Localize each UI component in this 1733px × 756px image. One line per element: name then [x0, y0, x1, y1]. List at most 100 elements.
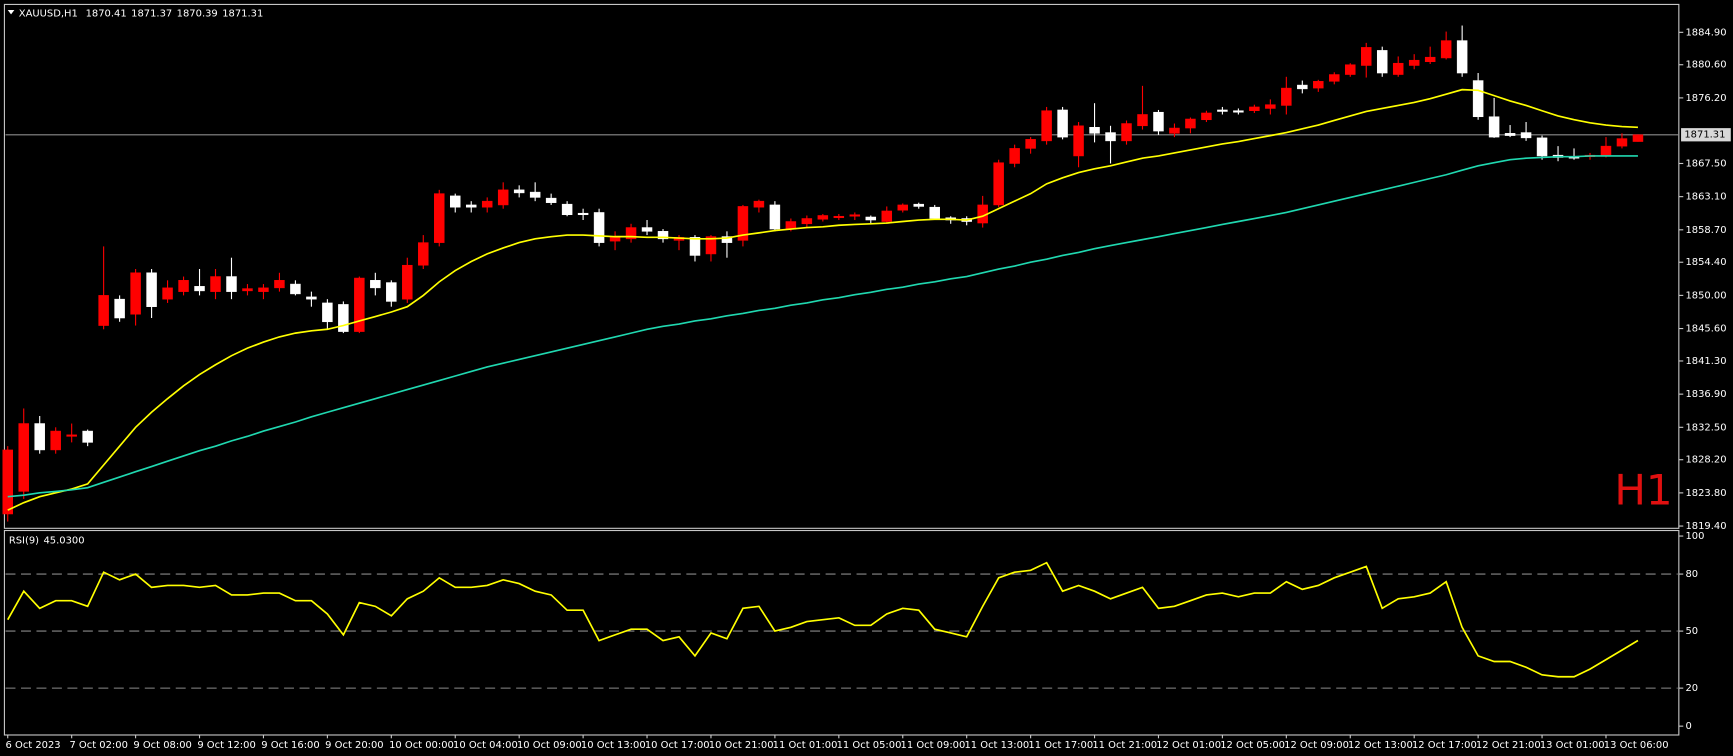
- y-tick-label: 1876.20: [1685, 93, 1726, 104]
- x-tick-label: 11 Oct 21:00: [1092, 740, 1157, 751]
- candle-body: [210, 276, 221, 292]
- candle-body: [929, 206, 940, 219]
- y-tick-label: 1823.80: [1685, 488, 1726, 499]
- candle-body: [1201, 112, 1212, 121]
- x-tick-label: 6 Oct 2023: [6, 740, 61, 751]
- y-tick-label: 1884.90: [1685, 27, 1726, 38]
- y-tick-label: 1880.60: [1685, 60, 1726, 71]
- candle-body: [625, 227, 637, 240]
- x-tick-label: 13 Oct 06:00: [1604, 740, 1669, 751]
- y-tick-label: 1832.50: [1685, 422, 1726, 433]
- candle-body: [1105, 132, 1116, 142]
- candle-body: [801, 218, 813, 225]
- candle-body: [689, 237, 701, 256]
- candle-body: [449, 195, 461, 208]
- candle-body: [1297, 84, 1308, 90]
- candle-body: [274, 280, 285, 289]
- rsi-tick-label: 100: [1685, 531, 1704, 542]
- rsi-tick-label: 50: [1685, 626, 1698, 637]
- candle-body: [1392, 62, 1404, 75]
- candle-body: [242, 288, 253, 292]
- x-tick-label: 10 Oct 21:00: [709, 740, 774, 751]
- candle-body: [1632, 134, 1644, 142]
- x-tick-label: 12 Oct 13:00: [1348, 740, 1413, 751]
- candle-body: [1169, 127, 1180, 134]
- x-tick-label: 11 Oct 09:00: [901, 740, 966, 751]
- moving-average: [7, 88, 1638, 511]
- x-tick-label: 10 Oct 09:00: [517, 740, 582, 751]
- x-tick-label: 9 Oct 08:00: [133, 740, 191, 751]
- candle-body: [1281, 87, 1292, 106]
- candle-body: [1249, 106, 1260, 111]
- candle-body: [1424, 56, 1436, 62]
- candle-body: [418, 242, 429, 266]
- candle-body: [1408, 59, 1420, 66]
- candle-body: [1536, 137, 1548, 157]
- y-tick-label: 1863.10: [1685, 192, 1726, 203]
- candle-body: [1488, 116, 1500, 138]
- candle-body: [993, 162, 1004, 206]
- rsi-tick-label: 80: [1685, 569, 1698, 580]
- last-open: 1870.41: [86, 8, 127, 19]
- candle-body: [721, 236, 733, 243]
- candle-body: [370, 280, 381, 289]
- candle-body: [386, 282, 397, 302]
- price-pane: [3, 3, 1680, 529]
- candle-body: [913, 203, 924, 207]
- candle-body: [513, 189, 525, 194]
- x-tick-label: 11 Oct 17:00: [1028, 740, 1093, 751]
- rsi-header: RSI(9) 45.0300: [9, 535, 85, 546]
- candle-body: [1057, 109, 1068, 138]
- candle-body: [1041, 110, 1052, 142]
- candle-body: [1456, 40, 1468, 74]
- last-close: 1871.31: [222, 8, 263, 19]
- candle-body: [1185, 118, 1196, 129]
- x-tick-label: 10 Oct 00:00: [389, 740, 454, 751]
- candle-body: [769, 204, 781, 230]
- x-tick-label: 7 Oct 02:00: [69, 740, 127, 751]
- y-tick-label: 1867.50: [1685, 158, 1726, 169]
- x-tick-label: 12 Oct 21:00: [1476, 740, 1541, 751]
- candle-body: [481, 200, 493, 208]
- y-tick-label: 1850.00: [1685, 290, 1726, 301]
- rsi-value: 45.0300: [43, 535, 84, 546]
- candle-body: [529, 191, 541, 198]
- candle-body: [98, 295, 109, 326]
- candle-body: [1472, 80, 1484, 118]
- candle-body: [1137, 114, 1148, 127]
- candle-body: [1520, 132, 1532, 139]
- y-tick-label: 1828.20: [1685, 455, 1726, 466]
- candle-body: [306, 296, 317, 300]
- candle-body: [833, 215, 845, 219]
- current-price-label: 1871.31: [1684, 130, 1725, 141]
- menu-arrow[interactable]: [7, 9, 15, 15]
- candle-body: [18, 423, 29, 492]
- candle-body: [753, 200, 765, 208]
- candle-body: [705, 236, 717, 255]
- candle-body: [322, 302, 333, 323]
- x-tick-label: 10 Oct 13:00: [581, 740, 646, 751]
- candle-body: [657, 231, 669, 240]
- candle-body: [114, 298, 125, 319]
- candle-body: [1376, 50, 1388, 74]
- candle-body: [545, 197, 557, 203]
- candle-body: [593, 212, 605, 243]
- candle-body: [849, 214, 861, 217]
- candle-body: [897, 204, 909, 211]
- candle-body: [146, 272, 157, 307]
- candle-body: [865, 216, 877, 221]
- moving-average: [7, 155, 1638, 498]
- candle-body: [497, 189, 509, 206]
- y-tick-label: 1836.90: [1685, 389, 1726, 400]
- candle-body: [1616, 138, 1628, 147]
- candle-body: [194, 286, 205, 292]
- candle-body: [434, 193, 445, 243]
- x-tick-label: 10 Oct 17:00: [645, 740, 710, 751]
- candle-body: [34, 423, 45, 451]
- x-tick-label: 12 Oct 05:00: [1220, 740, 1285, 751]
- candle-body: [1360, 47, 1372, 66]
- candle-body: [1313, 81, 1324, 89]
- x-tick-label: 12 Oct 09:00: [1284, 740, 1349, 751]
- candle-body: [465, 204, 477, 208]
